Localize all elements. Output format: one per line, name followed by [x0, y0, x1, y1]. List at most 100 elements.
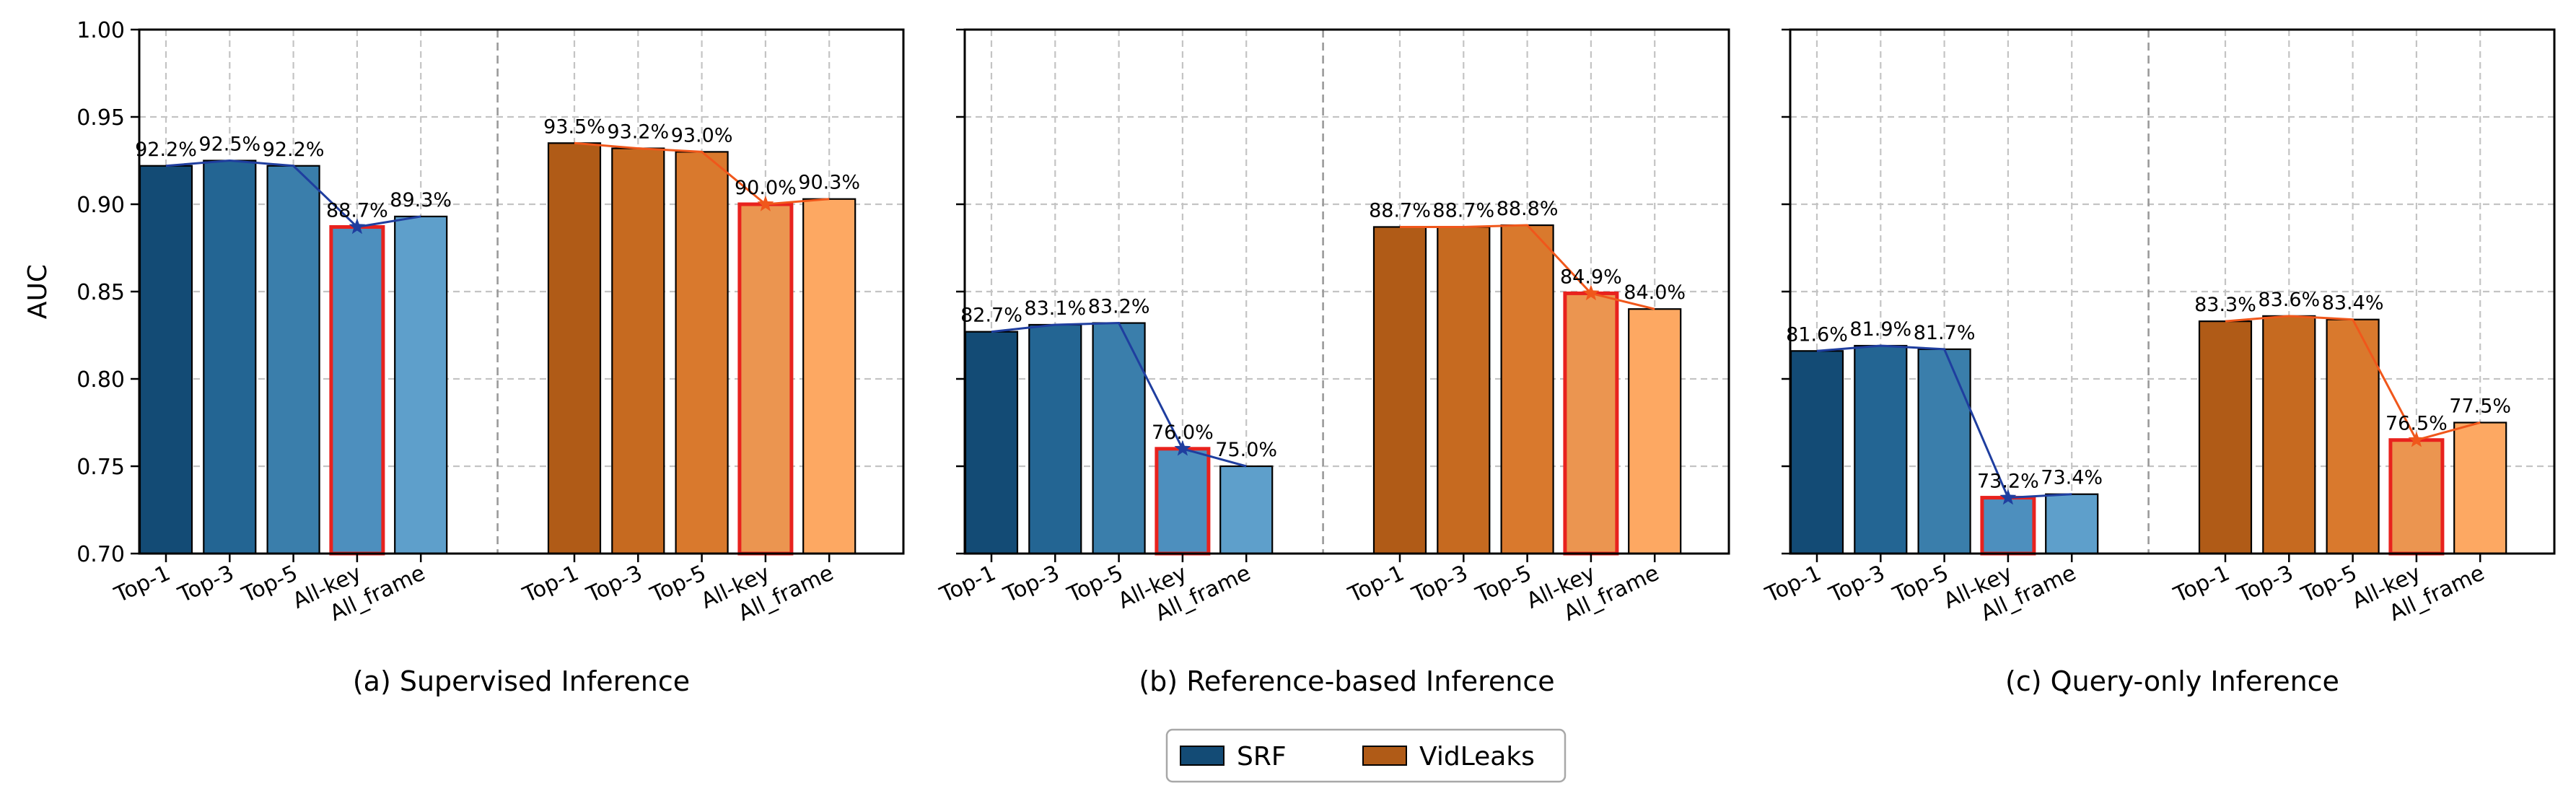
data-label: 90.0% — [735, 177, 797, 199]
bar-srf-all-key — [329, 224, 385, 556]
bar-vidleaks-top-1 — [1372, 226, 1427, 555]
bar-srf-top-5 — [1092, 322, 1146, 555]
data-label: 76.0% — [1152, 421, 1214, 444]
bar-srf-all-frame — [2045, 493, 2099, 555]
bar-vidleaks-all-frame — [802, 198, 857, 555]
bar-vidleaks-top-5 — [1500, 224, 1554, 555]
x-tick-label: Top-3 — [999, 561, 1064, 608]
data-label: 84.0% — [1624, 281, 1686, 304]
data-label: 90.3% — [798, 172, 860, 194]
legend: SRF VidLeaks — [1165, 728, 1567, 783]
x-tick-label: Top-5 — [1888, 561, 1953, 608]
x-tick-label: Top-1 — [1761, 561, 1826, 608]
bar-vidleaks-top-1 — [547, 142, 602, 555]
bar-srf-all-frame — [1219, 465, 1274, 555]
data-label: 92.2% — [263, 139, 325, 161]
bar-vidleaks-all-key — [737, 202, 794, 556]
legend-label-srf: SRF — [1237, 742, 1287, 772]
x-tick-label: Top-3 — [582, 561, 647, 608]
x-tick-label: Top-3 — [1825, 561, 1889, 608]
panel-2: 82.7% 83.1% 83.2%76.0%75.0%88.7% 88.7% 88.8%… — [936, 28, 1730, 697]
trend-line-srf — [991, 322, 1247, 468]
bar-srf-all-frame — [394, 215, 448, 555]
data-label: 75.0% — [1215, 439, 1277, 461]
bar-srf-top-5 — [1917, 348, 1971, 555]
panel-1: 92.2% 92.5% 92.2% 88.7% 89.3% 93.5% 93.2% 93.0%… — [76, 18, 905, 697]
x-tick-label: Top-5 — [646, 561, 710, 608]
bar-srf-all-key — [1980, 496, 2036, 556]
data-label: 81.7% — [1914, 322, 1976, 344]
x-tick-label: Top-1 — [1344, 561, 1409, 608]
bar-vidleaks-all-key — [2388, 438, 2445, 556]
bar-srf-top-5 — [266, 165, 320, 555]
x-tick-label: Top-3 — [1408, 561, 1472, 608]
data-label: 83.1% — [1024, 297, 1086, 320]
bar-srf-top-3 — [1854, 344, 1908, 555]
bar-vidleaks-all-frame — [1628, 308, 1682, 555]
star-marker-srf — [349, 218, 366, 235]
y-tick-label: 0.95 — [76, 105, 125, 131]
bar-vidleaks-top-3 — [1437, 226, 1491, 555]
star-marker-vidleaks — [2408, 431, 2425, 447]
trend-line-srf — [165, 159, 421, 229]
panel-title: (a) Supervised Inference — [353, 665, 690, 697]
data-label: 92.2% — [135, 139, 197, 161]
x-tick-label: Top-5 — [237, 561, 302, 608]
star-marker-srf — [1999, 489, 2017, 505]
y-tick-label: 1.00 — [76, 18, 125, 43]
bar-vidleaks-top-1 — [2198, 320, 2253, 555]
data-label: 83.6% — [2258, 289, 2320, 311]
data-label: 93.2% — [607, 121, 669, 144]
y-tick-label: 0.70 — [76, 542, 125, 567]
data-label: 88.8% — [1497, 198, 1559, 220]
x-tick-label: Top-5 — [1471, 561, 1535, 608]
data-label: 88.7% — [1432, 199, 1494, 222]
bar-vidleaks-top-5 — [675, 151, 729, 555]
x-tick-label: Top-1 — [936, 561, 1000, 608]
star-marker-vidleaks — [757, 196, 774, 211]
x-tick-label: Top-5 — [1063, 561, 1127, 608]
data-label: 83.3% — [2194, 294, 2256, 316]
data-label: 81.6% — [1786, 323, 1848, 346]
y-tick-label: 0.90 — [76, 193, 125, 218]
data-label: 89.3% — [390, 189, 452, 211]
bar-srf-top-3 — [1028, 323, 1082, 555]
x-tick-label: Top-1 — [2170, 561, 2234, 608]
bar-srf-top-1 — [139, 165, 193, 555]
data-label: 77.5% — [2449, 396, 2511, 418]
bar-vidleaks-all-key — [1563, 291, 1619, 556]
data-label: 73.4% — [2041, 467, 2103, 489]
panel-title: (c) Query-only Inference — [2005, 665, 2339, 697]
bar-vidleaks-top-5 — [2326, 318, 2380, 555]
x-tick-label: Top-5 — [2297, 561, 2361, 608]
panel-3: 81.6% 81.9% 81.7% 73.2% 73.4% 83.3% 83.6% 83.4%… — [1761, 28, 2556, 697]
bar-srf-top-1 — [964, 331, 1019, 555]
data-label: 73.2% — [1977, 471, 2039, 493]
bar-vidleaks-all-frame — [2453, 421, 2507, 555]
data-label: 84.9% — [1560, 266, 1622, 288]
trend-line-srf — [1816, 344, 2072, 499]
y-axis-label: AUC — [23, 264, 53, 319]
bar-srf-top-1 — [1789, 350, 1844, 555]
data-label: 93.5% — [543, 115, 605, 138]
trend-line-vidleaks — [1400, 224, 1655, 310]
bar-srf-all-key — [1155, 447, 1211, 556]
legend-swatch-vidleaks — [1362, 746, 1407, 766]
trend-line-vidleaks — [2225, 315, 2481, 442]
bar-srf-top-3 — [203, 160, 257, 555]
bar-vidleaks-top-3 — [2262, 315, 2316, 555]
bar-vidleaks-top-3 — [611, 147, 665, 555]
data-label: 92.5% — [198, 134, 260, 156]
data-label: 81.9% — [1849, 318, 1911, 341]
star-marker-srf — [1174, 440, 1191, 456]
data-label: 93.0% — [671, 124, 733, 147]
data-label: 82.7% — [960, 305, 1022, 327]
x-tick-label: Top-3 — [174, 561, 238, 608]
data-label: 83.4% — [2322, 292, 2384, 315]
star-marker-vidleaks — [1582, 284, 1600, 301]
legend-label-vidleaks: VidLeaks — [1419, 742, 1535, 772]
legend-swatch-srf — [1180, 746, 1225, 766]
panel-title: (b) Reference-based Inference — [1139, 665, 1554, 697]
